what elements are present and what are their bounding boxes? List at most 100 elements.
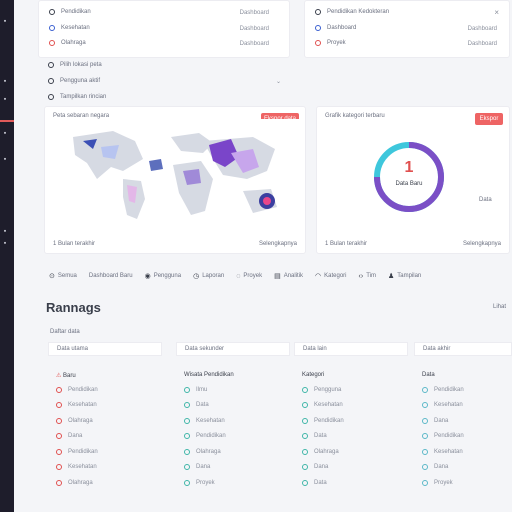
filter-toggle[interactable]: ⌄ <box>276 79 282 85</box>
column-header: Data sekunder <box>176 342 290 356</box>
column-4: Data akhir Data Pendidikan Kesehatan Dan… <box>414 342 512 512</box>
list-item[interactable]: Data <box>176 398 290 414</box>
circle-icon <box>422 402 428 409</box>
list-item[interactable]: Dana <box>48 429 162 445</box>
list-item[interactable]: Kesehatan <box>176 413 290 429</box>
list-item[interactable]: Ilmu <box>176 382 290 398</box>
user-icon[interactable]: ▪ <box>3 228 7 235</box>
list-item[interactable]: Data <box>294 429 408 445</box>
list-item[interactable]: Kesehatan <box>294 398 408 414</box>
tab-category[interactable]: ◠ Kategori <box>315 273 347 280</box>
list-item[interactable]: Dana <box>414 413 512 429</box>
list-item[interactable]: Olahraga <box>48 413 162 429</box>
map-footer-link[interactable]: Selengkapnya <box>258 241 297 247</box>
tab-reports[interactable]: ◷ Laporan <box>193 273 225 280</box>
list-item[interactable]: Dashboard <box>315 25 356 31</box>
list-item[interactable]: Olahraga <box>294 444 408 460</box>
filter-row[interactable]: Tampilkan rincian <box>48 94 106 100</box>
circle-icon <box>302 479 308 486</box>
list-item[interactable]: Olahraga <box>176 444 290 460</box>
export-button[interactable]: Ekspor <box>475 113 503 125</box>
list-item[interactable]: Pendidikan <box>49 9 91 15</box>
list-item[interactable]: Kesehatan <box>48 398 162 414</box>
list-item[interactable]: Data <box>294 475 408 491</box>
list-item[interactable]: Pendidikan <box>414 382 512 398</box>
user-icon: ◉ <box>144 273 151 280</box>
filter-row[interactable]: Pengguna aktif <box>48 78 100 84</box>
tab-team[interactable]: ‹› Tim <box>358 272 376 280</box>
column-3: Data lain Kategori Pengguna Kesehatan Pe… <box>294 342 408 512</box>
circle-icon <box>56 386 62 393</box>
circle-icon <box>302 448 308 455</box>
column-1: Data utama ⚠ Baru Pendidikan Kesehatan O… <box>48 342 162 512</box>
list-item[interactable]: Kesehatan <box>49 25 90 31</box>
list-item[interactable]: Kesehatan <box>414 444 512 460</box>
list-item[interactable]: Pendidikan <box>48 444 162 460</box>
circle-icon <box>56 433 62 440</box>
list-item[interactable]: Dana <box>414 460 512 476</box>
row-value: Dashboard <box>239 41 269 47</box>
circle-icon <box>48 78 54 84</box>
circle-icon <box>56 417 62 424</box>
settings-icon[interactable]: ▪ <box>3 240 7 247</box>
tab-view[interactable]: ♟ Tampilan <box>387 273 422 280</box>
donut-footer-link[interactable]: Selengkapnya <box>462 241 501 247</box>
tab-all[interactable]: ⊙ Semua <box>49 273 77 280</box>
tab-analytics[interactable]: ▤ Analitik <box>274 273 304 280</box>
list-item[interactable]: Kesehatan <box>48 460 162 476</box>
tab-new-dashboard[interactable]: Dashboard Baru <box>88 273 133 279</box>
circle-icon <box>422 448 428 455</box>
list-icon[interactable]: ▪ <box>3 156 7 163</box>
all-icon: ⊙ <box>49 273 55 280</box>
map-card: Peta sebaran negara Ekspor data 1 Bulan … <box>44 106 306 254</box>
circle-icon <box>422 433 428 440</box>
column-header: Data lain <box>294 342 408 356</box>
main-content: Pendidikan Dashboard Kesehatan Dashboard… <box>28 0 512 512</box>
region-highlight <box>83 139 97 149</box>
list-item[interactable]: Proyek <box>176 475 290 491</box>
circle-icon <box>315 9 321 15</box>
list-item[interactable]: Pendidikan <box>48 382 162 398</box>
list-item[interactable]: Proyek <box>414 475 512 491</box>
world-map[interactable] <box>53 119 301 229</box>
list-item[interactable]: Pendidikan <box>176 429 290 445</box>
list-item[interactable]: Pengguna <box>294 382 408 398</box>
list-item[interactable]: Dana <box>294 460 408 476</box>
donut-card-title: Grafik kategori terbaru <box>325 113 385 119</box>
filter-row[interactable]: Pilih lokasi peta <box>48 62 102 68</box>
list-item[interactable]: Dana <box>176 460 290 476</box>
circle-icon <box>422 417 428 424</box>
donut-center-label: Data Baru <box>395 181 423 187</box>
close-icon[interactable]: × <box>494 8 499 17</box>
list-item[interactable]: Pendidikan <box>294 413 408 429</box>
list-item[interactable]: Pendidikan Kedokteran <box>315 9 389 15</box>
list-item[interactable]: Kesehatan <box>414 398 512 414</box>
circle-icon <box>302 386 308 393</box>
map-footer-left: 1 Bulan terakhir <box>53 241 96 247</box>
circle-icon <box>184 402 190 409</box>
grid-icon[interactable]: ▪ <box>3 78 7 85</box>
circle-icon <box>49 25 55 31</box>
circle-icon <box>49 9 55 15</box>
list-item[interactable]: Olahraga <box>49 40 86 46</box>
list-item[interactable]: Olahraga <box>48 475 162 491</box>
tab-users[interactable]: ◉ Pengguna <box>144 273 182 280</box>
home-icon[interactable]: ▪ <box>3 18 7 25</box>
circle-icon <box>56 464 62 471</box>
list-item[interactable]: Pendidikan <box>414 429 512 445</box>
tab-projects[interactable]: ◌ Proyek <box>236 272 263 280</box>
list-item[interactable]: Proyek <box>315 40 346 46</box>
code-icon: ‹› <box>358 272 364 280</box>
donut-ring-purple <box>374 142 445 212</box>
donut-chart[interactable] <box>369 137 449 217</box>
chart-icon[interactable]: ▪ <box>3 96 7 103</box>
circle-icon <box>48 62 54 68</box>
map-marker-core <box>263 197 271 205</box>
column-title: Wisata Pendidikan <box>184 372 234 378</box>
bookmark-icon[interactable]: ▪ <box>3 130 7 137</box>
page-action-link[interactable]: Lihat <box>492 304 506 310</box>
circle-icon <box>56 479 62 486</box>
donut-footer-left: 1 Bulan terakhir <box>325 241 368 247</box>
circle-icon <box>315 40 321 46</box>
donut-card: Grafik kategori terbaru Ekspor 1 Data Ba… <box>316 106 510 254</box>
